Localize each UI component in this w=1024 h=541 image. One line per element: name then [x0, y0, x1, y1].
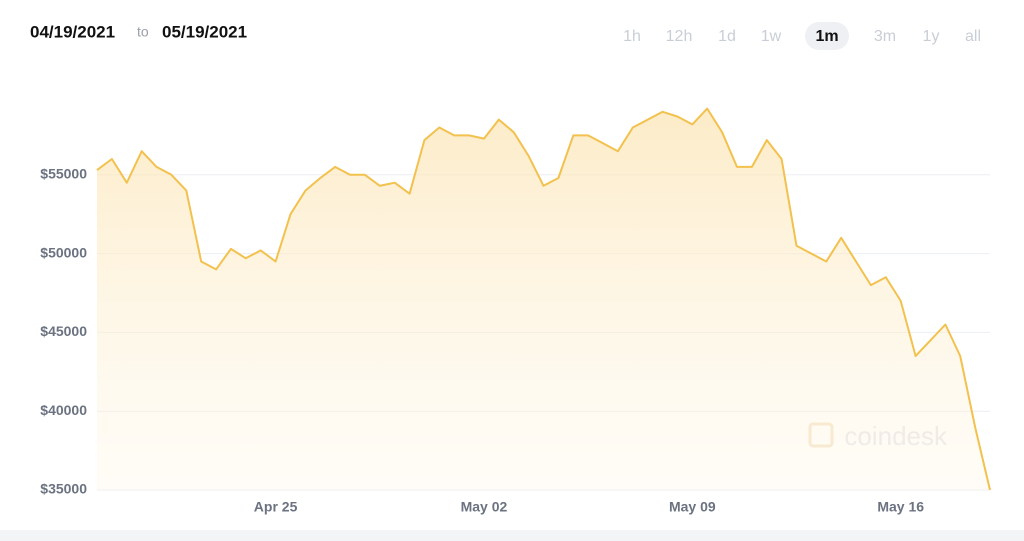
area [97, 108, 990, 490]
price-line [96, 107, 991, 491]
x-tick-label: May 02 [461, 499, 508, 515]
range-button[interactable]: 1w [761, 28, 782, 45]
x-tick-label: May 16 [877, 499, 924, 515]
y-tick-label: $35000 [40, 481, 87, 497]
range-button[interactable]: 1m [815, 28, 838, 45]
y-tick-label: $45000 [40, 323, 87, 339]
y-tick-label: $40000 [40, 402, 87, 418]
range-button-bg [805, 22, 849, 50]
date-from: 04/19/2021 [30, 22, 115, 41]
range-button[interactable]: 3m [874, 28, 896, 45]
x-tick-label: Apr 25 [254, 499, 298, 515]
range-button[interactable]: 1d [718, 28, 736, 45]
y-tick-label: $55000 [40, 166, 87, 182]
date-to-word: to [137, 24, 149, 40]
range-button[interactable]: 12h [666, 28, 693, 45]
date-to: 05/19/2021 [162, 22, 247, 41]
range-button[interactable]: all [965, 28, 981, 45]
range-button[interactable]: 1h [623, 28, 641, 45]
bottom-border [0, 530, 1024, 541]
x-tick-label: May 09 [669, 499, 716, 515]
y-tick-label: $50000 [40, 244, 87, 260]
range-button[interactable]: 1y [923, 28, 940, 45]
